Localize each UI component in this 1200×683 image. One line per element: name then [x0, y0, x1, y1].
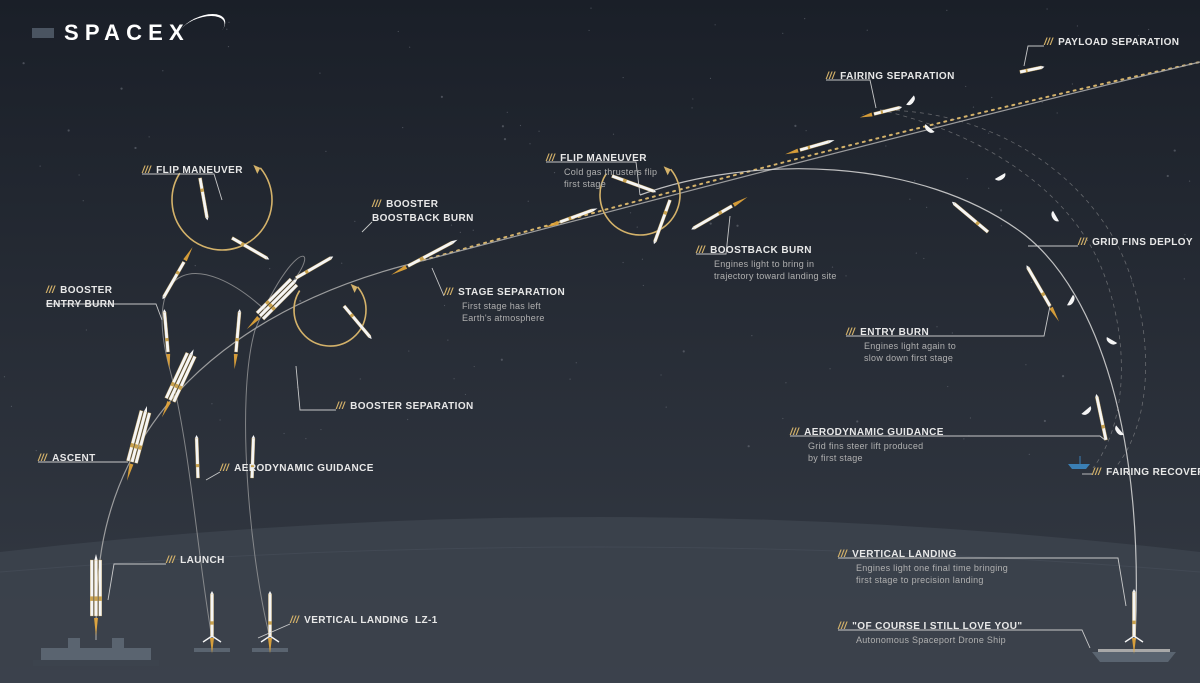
label-booster_separation: /// BOOSTER SEPARATION: [336, 400, 474, 414]
label-fairing_recovery: /// FAIRING RECOVERY: [1092, 466, 1200, 480]
brand-bar: [32, 28, 54, 38]
label-flip_maneuver_top: /// FLIP MANEUVERCold gas thrusters flip…: [546, 152, 657, 190]
label-boostback_burn: /// BOOSTBACK BURNEngines light to bring…: [696, 244, 837, 282]
label-ascent: /// ASCENT: [38, 452, 96, 466]
label-grid_fins_deploy: /// GRID FINS DEPLOY: [1078, 236, 1193, 250]
label-aero_guidance_r: /// AERODYNAMIC GUIDANCEGrid fins steer …: [790, 426, 944, 464]
mission-profile-diagram: SPACEX /// PAYLOAD SEPARATION /// FAIRING…: [0, 0, 1200, 683]
label-booster_entry_burn: /// BOOSTERENTRY BURN: [46, 284, 115, 311]
label-drone_ship: /// "OF COURSE I STILL LOVE YOU"Autonomo…: [838, 620, 1022, 646]
label-vertical_landing_l: /// VERTICAL LANDING LZ-1: [290, 614, 438, 628]
label-entry_burn: /// ENTRY BURNEngines light again toslow…: [846, 326, 956, 364]
label-launch: /// LAUNCH: [166, 554, 225, 568]
label-stage_separation: /// STAGE SEPARATIONFirst stage has left…: [444, 286, 565, 324]
label-flip_maneuver_l: /// FLIP MANEUVER: [142, 164, 243, 178]
label-aero_guidance_l: /// AERODYNAMIC GUIDANCE: [220, 462, 374, 476]
label-booster_boostback: /// BOOSTERBOOSTBACK BURN: [372, 198, 474, 225]
brand-text: SPACEX: [64, 20, 190, 46]
label-fairing_separation: /// FAIRING SEPARATION: [826, 70, 955, 84]
diagram-canvas: [0, 0, 1200, 683]
label-vertical_landing_r: /// VERTICAL LANDINGEngines light one fi…: [838, 548, 1008, 586]
brand-logo: SPACEX: [32, 20, 190, 46]
label-payload_separation: /// PAYLOAD SEPARATION: [1044, 36, 1179, 50]
